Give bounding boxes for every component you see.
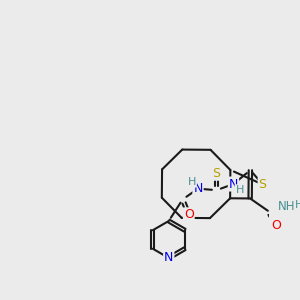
Text: N: N [164, 251, 173, 264]
Text: H: H [188, 177, 196, 187]
Text: N: N [229, 178, 238, 190]
Text: H: H [236, 185, 244, 195]
Text: H: H [295, 200, 300, 210]
Text: S: S [212, 167, 220, 180]
Text: O: O [272, 219, 281, 232]
Text: O: O [184, 208, 194, 221]
Text: S: S [259, 178, 267, 191]
Text: NH: NH [278, 200, 296, 213]
Text: N: N [193, 182, 203, 195]
